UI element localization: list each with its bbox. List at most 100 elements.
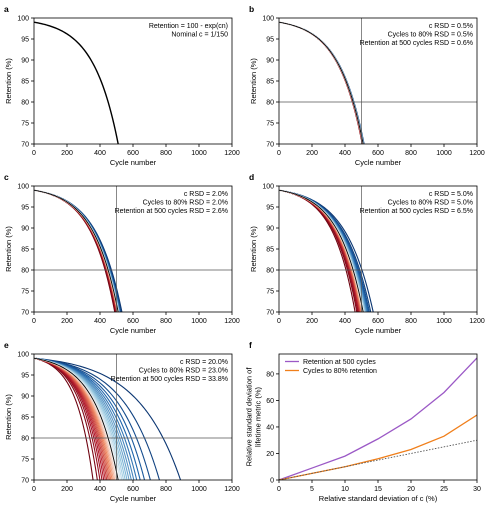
nominal-curve <box>279 189 364 312</box>
x-tick-label: 10 <box>341 486 349 493</box>
y-tick-label: 75 <box>266 121 274 128</box>
annotation: Cycles to 80% RSD = 23.0% <box>139 368 228 375</box>
legend-label: Retention at 500 cycles <box>303 359 376 366</box>
y-tick-label: 85 <box>21 415 29 422</box>
plot-frame <box>278 185 478 313</box>
chart-panel-c: 0 200 400 600 800 1000 1200 70 75 80 85 90 95 100 Cycl… <box>4 172 240 335</box>
chart-panel-e: 0 200 400 600 800 1000 1200 70 75 80 85 90 95 100 Cycl… <box>4 340 240 503</box>
plot-area <box>279 186 477 312</box>
y-tick-label: 40 <box>266 424 274 431</box>
y-tick-label: 100 <box>262 16 274 23</box>
x-tick-label: 800 <box>160 150 172 157</box>
nominal-curve <box>34 189 119 312</box>
x-tick-label: 1000 <box>436 318 452 325</box>
x-tick-label: 400 <box>94 150 106 157</box>
nominal-curve <box>279 21 364 144</box>
plot-area <box>34 354 232 480</box>
annotation: Retention at 500 cycles RSD = 33.8% <box>111 376 228 383</box>
y-tick-label: 100 <box>262 184 274 191</box>
x-tick-label: 600 <box>372 318 384 325</box>
y-tick-label: 75 <box>266 289 274 296</box>
panel-letter: a <box>4 4 9 14</box>
chart-panel-d: 0 200 400 600 800 1000 1200 70 75 80 85 90 95 100 Cycl… <box>249 172 485 335</box>
y-tick-label: 85 <box>21 247 29 254</box>
x-axis-title: Cycle number <box>355 158 402 167</box>
y-tick-label: 90 <box>266 58 274 65</box>
annotation: Retention at 500 cycles RSD = 6.5% <box>360 208 473 215</box>
reference-dotted-line <box>279 439 477 480</box>
y-tick-label: 80 <box>266 371 274 378</box>
y-tick-label: 90 <box>21 394 29 401</box>
panel-letter: c <box>4 172 9 182</box>
y-tick-label: 100 <box>17 16 29 23</box>
y-tick-label: 80 <box>21 436 29 443</box>
x-tick-label: 400 <box>94 486 106 493</box>
annotation: Nominal c = 1/150 <box>171 32 228 39</box>
retention-curve <box>34 189 122 312</box>
panel-letter: f <box>249 340 252 350</box>
y-tick-label: 70 <box>21 310 29 317</box>
y-tick-label: 90 <box>21 226 29 233</box>
x-axis-title: Cycle number <box>355 326 402 335</box>
annotation: c RSD = 5.0% <box>429 191 473 198</box>
y-axis-title: Retention (%) <box>4 394 13 440</box>
annotation: Retention at 500 cycles RSD = 2.6% <box>115 208 228 215</box>
y-tick-label: 80 <box>21 268 29 275</box>
y-tick-label: 100 <box>17 184 29 191</box>
plot-area <box>34 21 119 144</box>
x-tick-label: 200 <box>61 150 73 157</box>
y-tick-label: 85 <box>21 79 29 86</box>
plot-area <box>279 18 477 144</box>
x-axis-title: Cycle number <box>110 158 157 167</box>
x-tick-label: 1200 <box>224 318 240 325</box>
retention-curve <box>34 21 119 144</box>
x-axis-title: Cycle number <box>110 494 157 503</box>
x-tick-label: 15 <box>374 486 382 493</box>
x-tick-label: 1200 <box>469 150 485 157</box>
plot-area <box>34 186 232 312</box>
x-tick-label: 0 <box>277 318 281 325</box>
y-tick-label: 90 <box>266 226 274 233</box>
x-tick-label: 800 <box>405 150 417 157</box>
y-tick-label: 95 <box>266 37 274 44</box>
y-tick-label: 100 <box>17 352 29 359</box>
x-tick-label: 0 <box>277 486 281 493</box>
x-tick-label: 400 <box>339 150 351 157</box>
y-axis-title: Retention (%) <box>4 226 13 272</box>
x-tick-label: 1200 <box>224 150 240 157</box>
annotation: Cycles to 80% RSD = 2.0% <box>143 200 228 207</box>
y-tick-label: 80 <box>266 100 274 107</box>
chart-panel-b: 0 200 400 600 800 1000 1200 70 75 80 85 90 95 100 Cycl… <box>249 4 485 167</box>
annotation: Retention = 100 - exp(cn) <box>149 23 228 30</box>
x-tick-label: 600 <box>372 150 384 157</box>
retention-curve <box>34 357 182 480</box>
annotation: c RSD = 2.0% <box>184 191 228 198</box>
y-tick-label: 0 <box>270 478 274 485</box>
y-tick-label: 20 <box>266 451 274 458</box>
y-tick-label: 80 <box>266 268 274 275</box>
annotation: c RSD = 20.0% <box>180 359 228 366</box>
y-tick-label: 70 <box>266 310 274 317</box>
x-tick-label: 600 <box>127 486 139 493</box>
x-tick-label: 800 <box>405 318 417 325</box>
y-tick-label: 75 <box>21 121 29 128</box>
y-tick-label: 75 <box>21 457 29 464</box>
x-tick-label: 1200 <box>224 486 240 493</box>
x-tick-label: 0 <box>32 318 36 325</box>
x-tick-label: 0 <box>277 150 281 157</box>
y-tick-label: 85 <box>266 79 274 86</box>
x-tick-label: 400 <box>94 318 106 325</box>
x-tick-label: 0 <box>32 150 36 157</box>
y-axis-title: Retention (%) <box>4 58 13 104</box>
x-axis-title: Cycle number <box>110 326 157 335</box>
retention-curve <box>34 189 123 312</box>
x-tick-label: 200 <box>61 318 73 325</box>
x-tick-label: 1000 <box>191 486 207 493</box>
x-tick-label: 200 <box>61 486 73 493</box>
y-tick-label: 80 <box>21 100 29 107</box>
y-tick-label: 85 <box>266 247 274 254</box>
panel-letter: d <box>249 172 254 182</box>
plot-frame <box>33 185 233 313</box>
plot-frame <box>278 17 478 145</box>
